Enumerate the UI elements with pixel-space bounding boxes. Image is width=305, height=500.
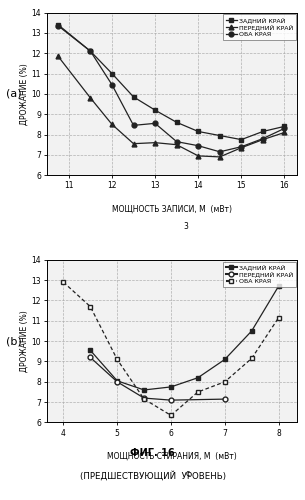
Text: 3: 3 <box>184 222 188 230</box>
Text: c: c <box>185 469 189 478</box>
Text: (ПРЕДШЕСТВУЮЩИЙ  УРОВЕНЬ): (ПРЕДШЕСТВУЮЩИЙ УРОВЕНЬ) <box>80 471 225 481</box>
Y-axis label: ДРОЖАНИЕ (%): ДРОЖАНИЕ (%) <box>20 310 29 372</box>
Legend: ЗАДНИЙ КРАЙ, ПЕРЕДНИЙ КРАЙ, ОБА КРАЯ: ЗАДНИЙ КРАЙ, ПЕРЕДНИЙ КРАЙ, ОБА КРАЯ <box>223 262 296 287</box>
Text: ФИГ. 16: ФИГ. 16 <box>130 448 175 458</box>
Text: МОЩНОСТЬ ЗАПИСИ, М  (мВт): МОЩНОСТЬ ЗАПИСИ, М (мВт) <box>112 204 232 214</box>
Text: (a): (a) <box>6 89 21 99</box>
Y-axis label: ДРОЖАНИЕ (%): ДРОЖАНИЕ (%) <box>20 63 29 124</box>
Legend: ЗАДНИЙ КРАЙ, ПЕРЕДНИЙ КРАЙ, ОБА КРАЯ: ЗАДНИЙ КРАЙ, ПЕРЕДНИЙ КРАЙ, ОБА КРАЯ <box>223 14 296 40</box>
Text: (b): (b) <box>5 336 21 346</box>
Text: МОЩНОСТЬ СТИРАНИЯ, М  (мВт): МОЩНОСТЬ СТИРАНИЯ, М (мВт) <box>107 452 237 461</box>
